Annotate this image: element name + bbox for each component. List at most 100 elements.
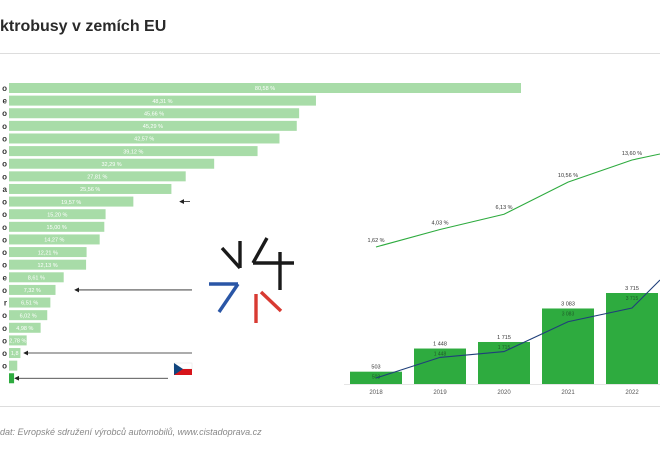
share-bar: [9, 146, 258, 157]
share-point-label: 10,56 %: [558, 173, 578, 179]
country-label: o: [2, 198, 7, 207]
share-value-label: 12,13 %: [37, 263, 57, 269]
country-label: o: [2, 147, 7, 156]
share-point-label: 1,62 %: [367, 238, 384, 244]
share-point-label: 6,13 %: [495, 205, 512, 211]
country-label: o: [2, 134, 7, 143]
year-axis-label: 2019: [433, 390, 447, 396]
share-bar: [9, 322, 41, 333]
trend-lines: 1,62 % 4,03 % 6,13 % 10,56 % 13,60 %: [367, 151, 660, 379]
share-point-label: 4,03 %: [431, 220, 448, 226]
share-value-label: 45,29 %: [143, 124, 163, 130]
pointer-arrows: [14, 199, 192, 381]
country-label: o: [2, 336, 7, 345]
year-column: [478, 341, 530, 384]
country-label: o: [2, 286, 7, 295]
share-bar: [9, 348, 21, 359]
year-axis-label: 2022: [625, 390, 639, 396]
count-trend-line: [375, 279, 660, 379]
country-label: o: [2, 210, 7, 219]
share-bar: [9, 133, 280, 144]
share-value-label: 2,78 %: [9, 339, 26, 345]
share-value-label: 7,32 %: [24, 288, 41, 294]
share-bar: [9, 310, 48, 321]
share-bar: [9, 83, 521, 93]
share-bar: [9, 196, 134, 207]
footer-divider: [0, 406, 660, 407]
country-label: o: [2, 311, 7, 320]
column-value-label: 1 715: [497, 335, 511, 341]
share-bar: [9, 272, 64, 283]
share-value-label: 6,51 %: [21, 301, 38, 307]
column-value-label: 1 448: [433, 342, 447, 348]
share-point-label: 13,60 %: [622, 151, 642, 157]
share-value-label: 39,12 %: [123, 149, 143, 155]
share-bar: [9, 335, 27, 346]
share-value-label: 45,66 %: [144, 111, 164, 117]
share-value-label: 14,27 %: [44, 238, 64, 244]
country-label: o: [2, 349, 7, 358]
year-column: [542, 308, 594, 384]
share-value-label: 6,02 %: [20, 313, 37, 319]
country-label: o: [2, 223, 7, 232]
country-label: o: [2, 109, 7, 118]
share-trend-line: [375, 153, 660, 248]
column-value-label: 3 083: [561, 301, 575, 307]
share-value-label: 15,00 %: [47, 225, 67, 231]
country-label: o: [2, 248, 7, 257]
year-axis-label: 2018: [369, 390, 383, 396]
country-label: o: [2, 122, 7, 131]
column-inner-label: 1 715: [498, 345, 511, 351]
country-label: o: [2, 261, 7, 270]
share-bar: [9, 259, 87, 270]
source-note: dat: Evropské sdružení výrobců automobil…: [0, 427, 262, 437]
share-value-label: 4,98 %: [16, 326, 33, 332]
country-label: e: [3, 97, 8, 106]
share-bar: [9, 171, 186, 182]
share-bar: [9, 221, 105, 232]
share-value-label: 42,57 %: [134, 137, 154, 143]
year-column: [606, 293, 658, 384]
eu-share-bar-chart: o 80,58 % e 48,31 % o 45,66 % o 45,29 % o 42,57 %…: [2, 83, 521, 384]
country-label: a: [3, 185, 8, 194]
country-label: o: [2, 324, 7, 333]
share-value-label: 25,56 %: [80, 187, 100, 193]
header-divider: [0, 53, 660, 54]
share-bar: [9, 284, 56, 295]
country-label: o: [2, 160, 7, 169]
column-inner-label: 3 715: [626, 296, 639, 302]
year-axis-label: 2021: [561, 390, 575, 396]
column-value-label: 3 715: [625, 286, 639, 292]
share-bar: [9, 158, 215, 169]
share-bar: [9, 209, 106, 220]
share-bar: [9, 297, 51, 308]
share-bar: [9, 247, 87, 258]
share-bar: [9, 234, 100, 245]
share-value-label: 19,57 %: [61, 200, 81, 206]
page-title: ktrobusy v zemích EU: [0, 18, 167, 35]
share-value-label: 1,8: [11, 351, 19, 357]
column-inner-label: 3 083: [562, 311, 575, 317]
share-bar: [9, 108, 300, 119]
czech-flag-icon: [173, 362, 193, 375]
country-label: o: [2, 362, 7, 371]
country-label: r: [4, 299, 7, 308]
share-value-label: 27,81 %: [87, 175, 107, 181]
year-axis-label: 2020: [497, 390, 511, 396]
share-value-label: 32,29 %: [101, 162, 121, 168]
share-bar: [9, 360, 18, 371]
share-bar: [9, 183, 172, 194]
share-value-label: 15,20 %: [47, 212, 67, 218]
share-value-label: 80,58 %: [255, 86, 275, 92]
country-label: o: [2, 235, 7, 244]
country-label: e: [3, 273, 8, 282]
share-value-label: 12,21 %: [38, 250, 58, 256]
share-bar: [9, 95, 316, 106]
column-value-label: 503: [371, 365, 380, 371]
share-value-label: 48,31 %: [152, 99, 172, 105]
share-bar: [9, 120, 297, 131]
share-bar: [9, 373, 15, 384]
